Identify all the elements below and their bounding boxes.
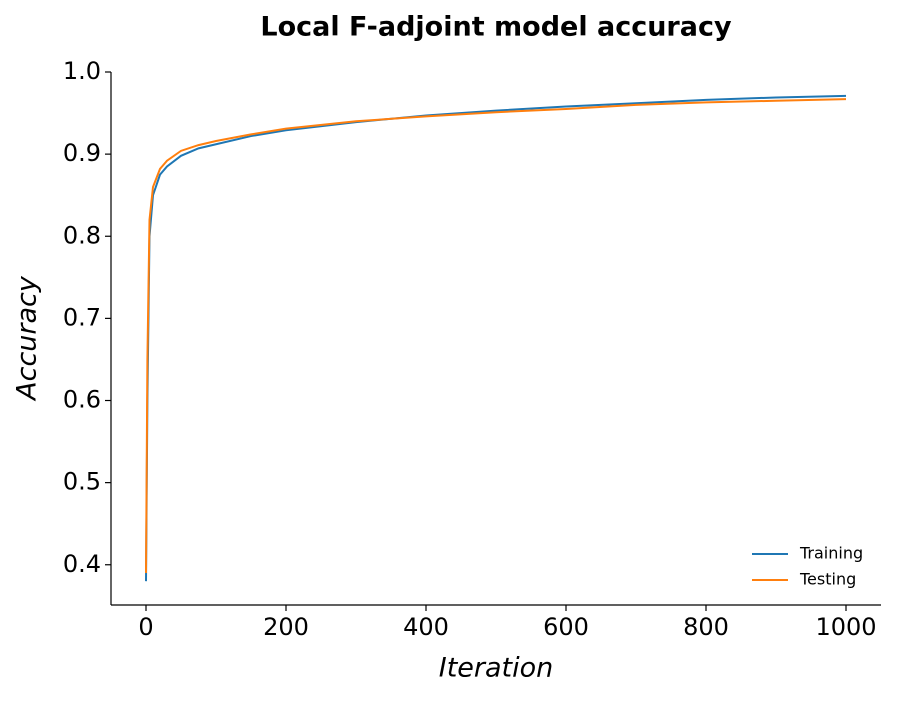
x-axis-label: Iteration	[439, 653, 554, 684]
y-tick-label: 0.4	[63, 550, 101, 578]
x-tick-label: 600	[543, 613, 589, 641]
x-tick-label: 0	[138, 613, 153, 641]
y-tick-label: 1.0	[63, 57, 101, 85]
y-tick-label: 0.8	[63, 221, 101, 249]
y-tick-label: 0.7	[63, 303, 101, 331]
x-tick-label: 400	[403, 613, 449, 641]
x-tick-label: 200	[263, 613, 309, 641]
x-tick-label: 1000	[815, 613, 876, 641]
x-tick-label: 800	[683, 613, 729, 641]
data-line	[145, 94, 847, 582]
data-line	[145, 98, 847, 573]
y-tick-label: 0.5	[63, 468, 101, 496]
y-tick-label: 0.6	[63, 386, 101, 414]
legend-label: Testing	[799, 570, 856, 589]
chart-title: Local F-adjoint model accuracy	[260, 12, 732, 43]
y-axis-label: Accuracy	[12, 275, 43, 402]
y-tick-label: 0.9	[63, 139, 101, 167]
legend-label: Training	[799, 544, 863, 563]
